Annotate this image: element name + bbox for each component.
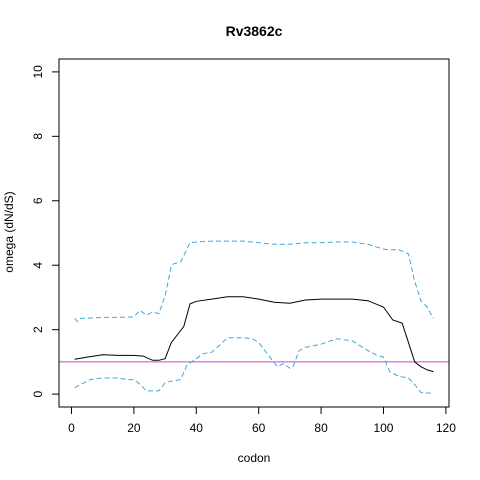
series-line-1 [74,296,434,373]
y-tick-label: 6 [31,197,45,204]
y-axis-label: omega (dN/dS) [2,191,16,272]
x-tick-label: 60 [252,421,266,435]
y-tick-label: 0 [31,390,45,397]
x-axis: 0 20 40 60 80 100 120 [68,406,456,435]
chart-title: Rv3862c [226,23,283,39]
plot-area [59,240,449,394]
y-tick-label: 4 [31,262,45,269]
x-tick-label: 0 [68,421,75,435]
x-tick-label: 40 [190,421,204,435]
series-line-2 [74,240,434,323]
x-tick-label: 80 [314,421,328,435]
x-tick-label: 20 [127,421,141,435]
x-tick-label: 100 [373,421,393,435]
x-axis-label: codon [238,451,271,465]
y-tick-label: 2 [31,326,45,333]
y-tick-label: 10 [31,65,45,79]
y-axis: 0 2 4 6 8 10 [31,65,60,397]
series-line-3 [74,337,434,394]
x-tick-label: 120 [436,421,456,435]
y-tick-label: 8 [31,133,45,140]
